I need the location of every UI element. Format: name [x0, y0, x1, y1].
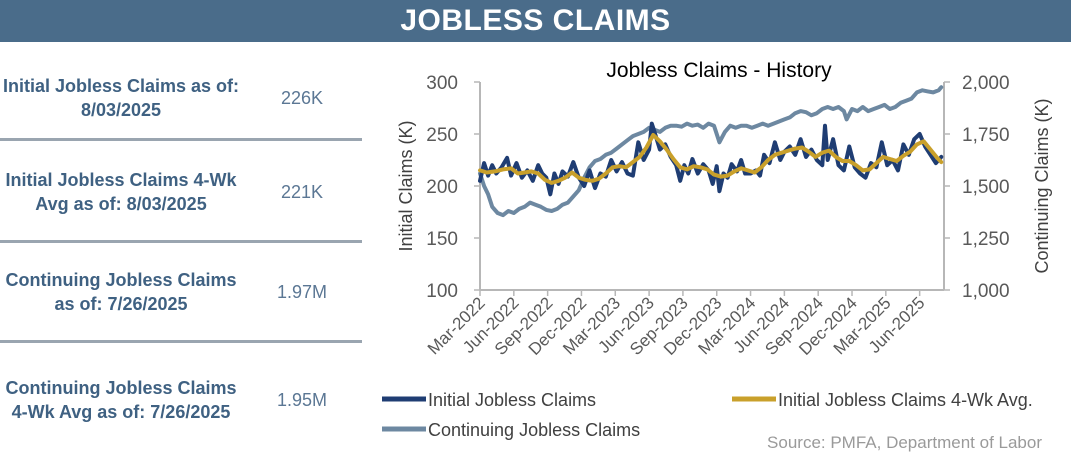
legend-label: Initial Jobless Claims — [428, 390, 596, 410]
y2-tick-label: 1,000 — [962, 281, 1010, 302]
stat-value-continuing: 1.97M — [276, 281, 328, 302]
y-tick-label: 150 — [426, 229, 458, 250]
jobless-claims-chart: Jobless Claims - History 100 150 200 250 300… — [382, 59, 1052, 452]
legend-label: Initial Jobless Claims 4-Wk Avg. — [778, 390, 1033, 410]
y-tick-label: 100 — [426, 281, 458, 302]
y2-tick-label: 2,000 — [962, 73, 1010, 94]
divider — [0, 138, 362, 141]
y-axis-title: Initial Claims (K) — [396, 120, 416, 251]
y-tick-label: 200 — [426, 177, 458, 198]
stat-label-continuing-avg: Continuing Jobless Claims 4-Wk Avg as of… — [5, 378, 237, 422]
series-line-continuing-jobless-claims — [478, 85, 944, 218]
y2-tick-label: 1,500 — [962, 177, 1010, 198]
stat-row-initial: Initial Jobless Claims as of: 8/03/2025 … — [0, 58, 362, 138]
chart-title: Jobless Claims - History — [606, 59, 832, 82]
y2-tick-label: 1,750 — [962, 125, 1010, 146]
stat-row-continuing-avg: Continuing Jobless Claims 4-Wk Avg as of… — [0, 344, 362, 456]
y2-tick-label: 1,250 — [962, 229, 1010, 250]
stat-label-initial-avg: Initial Jobless Claims 4-Wk Avg as of: 8… — [5, 170, 237, 214]
y-tick-label: 300 — [426, 73, 458, 94]
stat-row-continuing: Continuing Jobless Claims as of: 7/26/20… — [0, 244, 362, 340]
series-line-initial-jobless-claims-4-wk-avg- — [478, 133, 944, 185]
divider — [0, 340, 362, 343]
header-banner: JOBLESS CLAIMS — [0, 0, 1071, 42]
stat-row-initial-avg: Initial Jobless Claims 4-Wk Avg as of: 8… — [0, 142, 362, 242]
y-tick-label: 250 — [426, 125, 458, 146]
stat-value-initial: 226K — [280, 87, 324, 108]
legend-label: Continuing Jobless Claims — [428, 420, 640, 440]
stat-label-initial: Initial Jobless Claims as of: 8/03/2025 — [2, 76, 240, 120]
divider — [0, 240, 362, 243]
y2-axis-title: Continuing Claims (K) — [1032, 98, 1052, 273]
stat-label-continuing: Continuing Jobless Claims as of: 7/26/20… — [5, 270, 237, 314]
stat-value-continuing-avg: 1.95M — [276, 389, 328, 410]
page-title: JOBLESS CLAIMS — [400, 4, 671, 37]
stat-value-initial-avg: 221K — [280, 181, 324, 202]
chart-source: Source: PMFA, Department of Labor — [767, 433, 1042, 452]
